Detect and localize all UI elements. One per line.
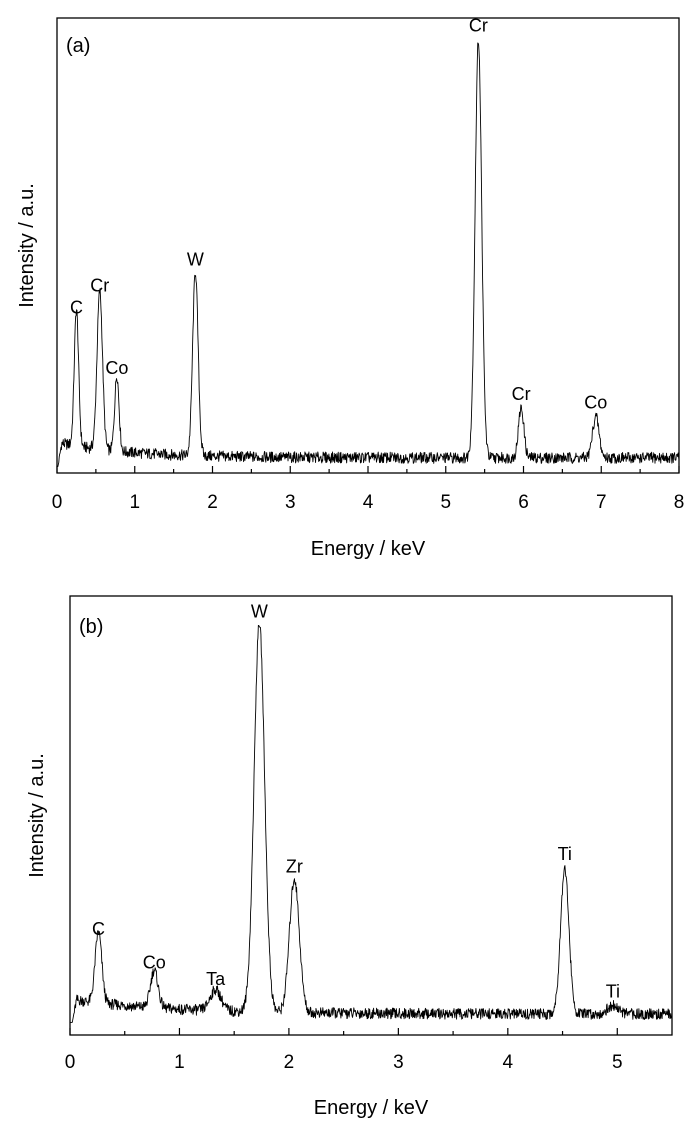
- x-tick-label: 2: [207, 492, 218, 513]
- x-tick-label: 5: [612, 1052, 623, 1073]
- peak-label: Cr: [90, 276, 109, 296]
- peak-label: W: [187, 250, 204, 270]
- x-tick-label: 4: [363, 492, 374, 513]
- x-axis-label: Energy / keV: [311, 538, 426, 560]
- x-tick-label: 0: [65, 1052, 76, 1073]
- x-tick-label: 2: [284, 1052, 295, 1073]
- x-tick-label: 0: [52, 492, 63, 513]
- x-tick-label: 3: [393, 1052, 404, 1073]
- panel-label: (a): [66, 35, 90, 57]
- plot-frame: [69, 595, 673, 1036]
- y-axis-label: Intensity / a.u.: [26, 753, 48, 878]
- x-axis-label: Energy / keV: [314, 1097, 429, 1119]
- x-tick-label: 3: [285, 492, 296, 513]
- x-tick-label: 1: [174, 1052, 185, 1073]
- peak-label: Ti: [606, 982, 620, 1002]
- chart-panel-b: 0 1 2 3 4 5 C Co Ta W Zr Ti Ti Energy / keV Intensity …: [26, 595, 673, 1119]
- panel-label: (b): [79, 616, 103, 638]
- x-tick-label: 7: [596, 492, 607, 513]
- peak-label: Cr: [469, 16, 488, 36]
- peak-label: Ti: [558, 844, 572, 864]
- peak-label: C: [70, 297, 83, 317]
- peak-label: Cr: [512, 384, 531, 404]
- chart-panel-a: 0 1 2 3 4 5 6 7 8 C Cr Co W Cr Cr Co Energy / keV Intensi…: [16, 16, 684, 560]
- x-tick-label: 6: [518, 492, 529, 513]
- peak-label: Co: [143, 952, 166, 972]
- peak-label: Co: [584, 393, 607, 413]
- x-tick-label: 5: [440, 492, 451, 513]
- peak-label: Co: [105, 358, 128, 378]
- y-axis-label: Intensity / a.u.: [16, 183, 38, 308]
- peak-label: W: [251, 601, 268, 621]
- x-tick-label: 4: [503, 1052, 514, 1073]
- peak-label: Zr: [286, 856, 303, 876]
- x-tick-label: 8: [674, 492, 685, 513]
- spectrum-trace: [56, 42, 680, 467]
- peak-label: Ta: [206, 969, 226, 989]
- peak-label: C: [92, 919, 105, 939]
- spectrum-trace: [69, 625, 673, 1023]
- x-tick-label: 1: [129, 492, 140, 513]
